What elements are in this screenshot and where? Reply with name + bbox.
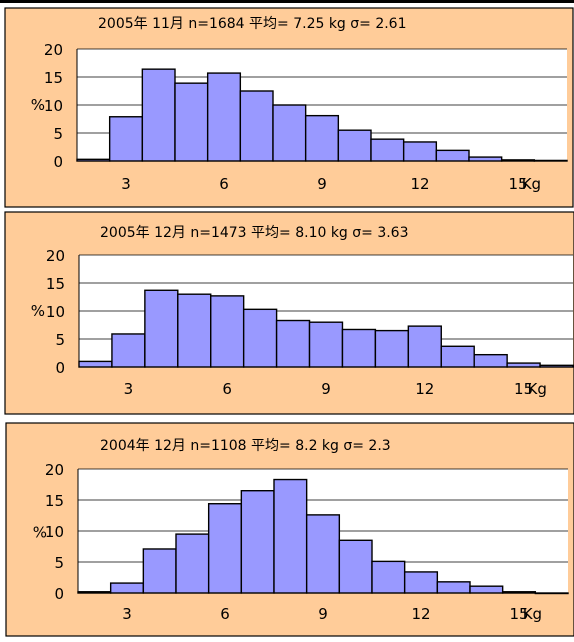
histogram-bar (141, 68, 176, 162)
histogram-bar (341, 328, 377, 368)
x-tick-label: 3 (124, 380, 134, 398)
histogram-bar (109, 582, 145, 594)
y-axis-label: % (31, 302, 45, 320)
histogram-bar (144, 289, 179, 368)
y-tick-label: 20 (46, 247, 65, 265)
histogram-bar (275, 319, 311, 368)
histogram-bar (272, 104, 307, 162)
y-tick-label: 15 (44, 69, 63, 87)
histogram-bar (174, 82, 209, 162)
histogram-bar (473, 353, 508, 368)
y-axis-label: % (33, 524, 47, 542)
x-tick-label: 3 (122, 605, 132, 623)
histogram-bar (177, 293, 212, 368)
x-tick-label: 6 (220, 605, 230, 623)
chart-title: 2005年 11月 n=1684 平均= 7.25 kg σ= 2.61 (98, 16, 407, 32)
y-tick-label: 10 (45, 523, 64, 541)
histogram-bar (338, 539, 373, 594)
histogram-panel-2004-12: 2004年 12月 n=1108 平均= 8.2 kg σ= 2.3 20 15 10… (5, 422, 574, 637)
histogram-bar (305, 514, 341, 594)
histogram-bar (78, 360, 113, 368)
histogram-bar (273, 478, 308, 594)
x-tick-label: 6 (219, 175, 229, 193)
x-axis-label: Kg (528, 380, 547, 398)
top-border (0, 0, 574, 3)
y-tick-label: 5 (53, 125, 63, 143)
y-axis-label: % (31, 96, 45, 114)
y-tick-label: 15 (46, 275, 65, 293)
x-tick-label: 12 (410, 175, 429, 193)
y-tick-label: 20 (45, 461, 64, 479)
x-tick-label: 9 (317, 175, 327, 193)
histogram-bar (242, 308, 278, 368)
x-tick-label: 12 (415, 380, 434, 398)
histogram-bar (371, 560, 406, 594)
x-tick-label: 12 (411, 605, 430, 623)
histogram-bar (175, 533, 210, 594)
y-tick-label: 0 (53, 153, 63, 171)
histogram-bar (370, 138, 405, 162)
x-tick-label: 15 (508, 175, 527, 193)
y-tick-label: 0 (55, 359, 65, 377)
histogram-bar (337, 129, 372, 162)
histogram-bar (240, 489, 275, 594)
x-tick-label: 9 (321, 380, 331, 398)
histogram-bar (206, 72, 242, 162)
histogram-bar (468, 156, 503, 162)
x-tick-label: 6 (222, 380, 232, 398)
histogram-bar (207, 503, 243, 594)
histogram-bar (436, 581, 471, 594)
histogram-bar (308, 321, 344, 368)
x-tick-label: 15 (509, 605, 528, 623)
histogram-bar (440, 345, 475, 368)
histogram-bar (469, 585, 504, 594)
histogram-bar (111, 333, 146, 368)
histogram-bar (506, 362, 541, 368)
histogram-bar (142, 548, 177, 594)
histogram-bar (108, 116, 144, 162)
histogram-bar (304, 114, 340, 162)
y-tick-label: 10 (46, 303, 65, 321)
histogram-bar (402, 141, 438, 162)
y-tick-label: 5 (54, 554, 64, 572)
histogram-bar (210, 295, 245, 368)
y-tick-label: 0 (54, 585, 64, 603)
y-tick-label: 20 (44, 41, 63, 59)
histogram-panel-2005-11: 2005年 11月 n=1684 平均= 7.25 kg σ= 2.61 20 15… (4, 7, 574, 208)
y-tick-label: 5 (55, 331, 65, 349)
x-axis-label: Kg (523, 605, 542, 623)
chart-title: 2005年 12月 n=1473 平均= 8.10 kg σ= 3.63 (100, 225, 409, 241)
histogram-bar (435, 149, 470, 162)
x-tick-label: 15 (514, 380, 533, 398)
x-axis-label: Kg (522, 175, 541, 193)
y-tick-label: 10 (44, 97, 63, 115)
histogram-bar (374, 329, 410, 368)
x-tick-label: 9 (318, 605, 328, 623)
histogram-panel-2005-12: 2005年 12月 n=1473 平均= 8.10 kg σ= 3.63 20 15… (4, 211, 574, 415)
histogram-bar (239, 90, 274, 162)
histogram-bar (407, 325, 442, 368)
histogram-bar (403, 571, 439, 594)
x-tick-label: 3 (121, 175, 131, 193)
y-tick-label: 15 (45, 492, 64, 510)
chart-title: 2004年 12月 n=1108 平均= 8.2 kg σ= 2.3 (100, 438, 391, 454)
